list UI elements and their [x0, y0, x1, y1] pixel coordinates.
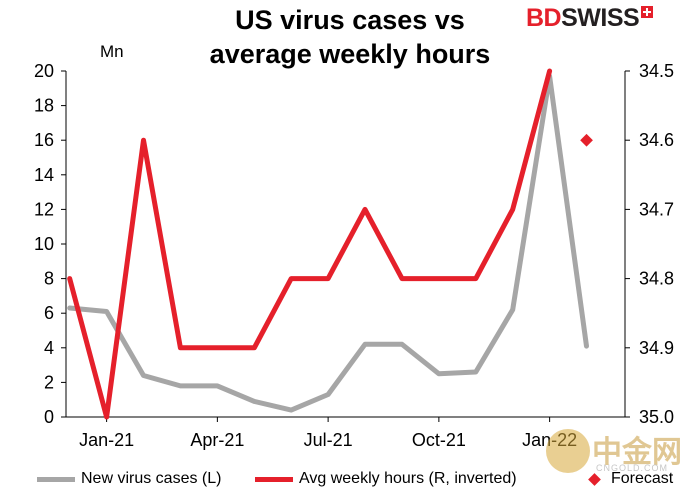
watermark: 中金网 CNGOLD.COM — [540, 425, 700, 485]
y-right-tick-label: 34.6 — [639, 130, 674, 150]
watermark-subtext: CNGOLD.COM — [596, 463, 669, 473]
legend-label-forecast: Forecast — [611, 470, 674, 487]
chart-title-line-1: US virus cases vs — [235, 5, 465, 35]
y-left-tick-label: 0 — [44, 407, 54, 427]
chart-title-line-2: average weekly hours — [209, 39, 491, 69]
x-tick-label: Jul-21 — [304, 430, 353, 450]
y-right-tick-label: 35.0 — [639, 407, 674, 427]
brand-logo: BDSWISS — [526, 4, 654, 33]
series-line-hours — [67, 68, 553, 420]
legend-swatch-cases — [37, 476, 75, 482]
chart-axes — [61, 70, 630, 422]
y-right-tick-label: 34.7 — [639, 199, 674, 219]
y-left-tick-label: 12 — [34, 199, 54, 219]
y-left-tick-label: 14 — [34, 165, 54, 185]
legend-item-forecast: Forecast — [588, 470, 674, 488]
swiss-flag-icon — [641, 6, 654, 18]
series-layer — [67, 68, 593, 420]
y-left-tick-label: 8 — [44, 269, 54, 289]
y-left-tick-label: 6 — [44, 303, 54, 323]
watermark-coin-icon — [546, 429, 590, 473]
y-right-tick-label: 34.5 — [639, 61, 674, 81]
legend-label-hours: Avg weekly hours (R, inverted) — [299, 470, 517, 487]
left-axis-unit: Mn — [100, 42, 124, 61]
tick-labels: 0 2 4 6 8 10 12 14 16 18 20 34.5 34.6 34.7 34.8 34.9 35.… — [34, 61, 674, 450]
forecast-marker — [580, 133, 593, 147]
logo-swiss: SWISS — [561, 4, 640, 32]
legend-label-cases: New virus cases (L) — [81, 470, 222, 487]
x-tick-label: Apr-21 — [190, 430, 244, 450]
y-left-tick-label: 2 — [44, 372, 54, 392]
legend-item-cases: New virus cases (L) — [37, 470, 221, 488]
y-left-tick-label: 10 — [34, 234, 54, 254]
legend-swatch-hours — [255, 476, 293, 482]
y-right-tick-label: 34.8 — [639, 269, 674, 289]
x-tick-label: Jan-21 — [79, 430, 134, 450]
x-tick-label: Oct-21 — [412, 430, 466, 450]
y-left-tick-label: 20 — [34, 61, 54, 81]
watermark-text: 中金网 — [592, 435, 682, 470]
y-left-tick-label: 18 — [34, 96, 54, 116]
logo-bd: BD — [526, 4, 562, 32]
y-left-tick-label: 4 — [44, 338, 54, 358]
series-line-cases — [67, 73, 589, 413]
y-right-tick-label: 34.9 — [639, 338, 674, 358]
legend-item-hours: Avg weekly hours (R, inverted) — [255, 470, 517, 488]
y-left-tick-label: 16 — [34, 130, 54, 150]
